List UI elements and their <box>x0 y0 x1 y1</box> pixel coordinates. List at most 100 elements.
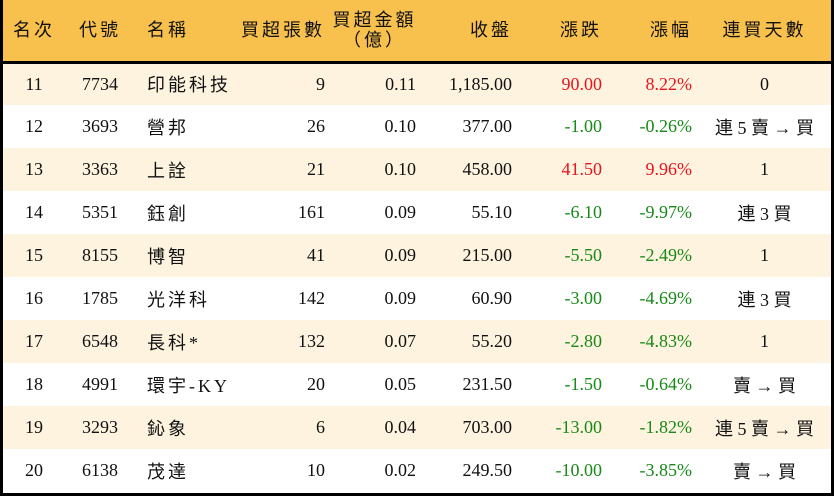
cell-code: 4991 <box>82 374 118 394</box>
cell-net-buy-lots: 41 <box>307 245 325 265</box>
cell-code: 3293 <box>82 417 118 437</box>
cell-code: 7734 <box>82 73 118 94</box>
header-consecutive-buy-days: 連買天數 <box>722 20 807 41</box>
cell-rank: 14 <box>25 202 43 222</box>
table-row: 11 7734 印能科技 9 0.11 1,185.00 90.00 8.22%… <box>3 62 831 105</box>
cell-rank: 17 <box>25 331 43 351</box>
table-row: 14 5351 鈺創 161 0.09 55.10 -6.10 -9.97% 連… <box>3 191 831 234</box>
cell-net-buy-lots: 132 <box>298 331 325 351</box>
cell-close: 55.20 <box>471 331 513 351</box>
cell-rank: 20 <box>25 460 43 480</box>
cell-rank: 16 <box>25 288 43 308</box>
cell-change-pct: -0.26% <box>639 116 693 136</box>
cell-net-buy-amount: 0.02 <box>384 460 417 480</box>
cell-net-buy-amount: 0.09 <box>384 245 417 265</box>
cell-change: 41.50 <box>561 159 603 179</box>
cell-consecutive-buy-days: 0 <box>760 73 769 94</box>
header-code: 代號 <box>79 20 121 41</box>
cell-name: 鈺創 <box>147 203 189 224</box>
cell-rank: 11 <box>25 73 43 94</box>
header-rank: 名次 <box>13 20 55 41</box>
cell-change: -1.50 <box>564 374 603 394</box>
table-row: 19 3293 鈊象 6 0.04 703.00 -13.00 -1.82% 連… <box>3 406 831 449</box>
cell-net-buy-amount: 0.05 <box>384 374 417 394</box>
table-row: 13 3363 上詮 21 0.10 458.00 41.50 9.96% 1 <box>3 148 831 191</box>
cell-name: 上詮 <box>147 160 189 181</box>
cell-net-buy-amount: 0.04 <box>384 417 417 437</box>
cell-close: 249.50 <box>462 460 513 480</box>
table-header-row: 名次 代號 名稱 買超張數 買超金額 （億） 收盤 漲跌 漲幅 連買天數 <box>3 0 831 62</box>
cell-change-pct: -4.69% <box>639 288 693 308</box>
cell-consecutive-buy-days: 賣 → 買 <box>733 375 796 396</box>
cell-net-buy-lots: 26 <box>307 116 325 136</box>
cell-change-pct: 9.96% <box>645 159 693 179</box>
cell-name: 環宇-KY <box>147 375 230 396</box>
cell-net-buy-lots: 6 <box>316 417 325 437</box>
net-buy-ranking-table: 名次 代號 名稱 買超張數 買超金額 （億） 收盤 漲跌 漲幅 連買天數 11 … <box>3 0 831 492</box>
cell-consecutive-buy-days: 連 3 買 <box>737 203 792 224</box>
table-row: 17 6548 長科* 132 0.07 55.20 -2.80 -4.83% … <box>3 320 831 363</box>
cell-name: 鈊象 <box>147 418 189 439</box>
cell-change: -5.50 <box>564 245 603 265</box>
cell-change: -13.00 <box>555 417 603 437</box>
cell-close: 55.10 <box>471 202 513 222</box>
cell-net-buy-amount: 0.11 <box>385 73 416 94</box>
table-row: 12 3693 營邦 26 0.10 377.00 -1.00 -0.26% 連… <box>3 105 831 148</box>
table-row: 15 8155 博智 41 0.09 215.00 -5.50 -2.49% 1 <box>3 234 831 277</box>
cell-close: 215.00 <box>462 245 513 265</box>
cell-rank: 15 <box>25 245 43 265</box>
cell-change-pct: -0.64% <box>639 374 693 394</box>
cell-net-buy-lots: 142 <box>298 288 325 308</box>
cell-rank: 18 <box>25 374 43 394</box>
cell-code: 6138 <box>82 460 118 480</box>
cell-code: 3363 <box>82 159 118 179</box>
cell-change-pct: -1.82% <box>639 417 693 437</box>
cell-change-pct: -9.97% <box>639 202 693 222</box>
cell-change: -2.80 <box>564 331 603 351</box>
cell-net-buy-lots: 10 <box>307 460 325 480</box>
cell-net-buy-amount: 0.10 <box>384 159 417 179</box>
cell-change: -6.10 <box>564 202 603 222</box>
header-net-buy-amount-line2: （億） <box>343 30 406 51</box>
cell-rank: 13 <box>25 159 43 179</box>
cell-rank: 12 <box>25 116 43 136</box>
cell-net-buy-lots: 21 <box>307 159 325 179</box>
cell-code: 8155 <box>82 245 118 265</box>
cell-close: 60.90 <box>471 288 513 308</box>
cell-change-pct: -3.85% <box>639 460 693 480</box>
cell-name: 博智 <box>147 246 189 267</box>
cell-name: 印能科技 <box>147 75 231 96</box>
cell-consecutive-buy-days: 賣 → 買 <box>733 461 796 482</box>
cell-name: 光洋科 <box>147 289 210 310</box>
header-name: 名稱 <box>147 20 189 41</box>
cell-code: 6548 <box>82 331 118 351</box>
header-change: 漲跌 <box>560 20 602 41</box>
cell-net-buy-lots: 161 <box>298 202 325 222</box>
cell-change-pct: -2.49% <box>639 245 693 265</box>
cell-net-buy-amount: 0.09 <box>384 288 417 308</box>
cell-code: 1785 <box>82 288 118 308</box>
cell-consecutive-buy-days: 連 3 買 <box>737 289 792 310</box>
cell-consecutive-buy-days: 連 5 賣 → 買 <box>715 117 814 138</box>
cell-change: -10.00 <box>555 460 603 480</box>
cell-name: 茂達 <box>147 461 189 482</box>
cell-code: 5351 <box>82 202 118 222</box>
cell-net-buy-amount: 0.10 <box>384 116 417 136</box>
cell-net-buy-amount: 0.09 <box>384 202 417 222</box>
cell-consecutive-buy-days: 1 <box>760 331 769 351</box>
cell-consecutive-buy-days: 連 5 賣 → 買 <box>715 418 814 439</box>
cell-change: 90.00 <box>561 73 603 94</box>
cell-consecutive-buy-days: 1 <box>760 245 769 265</box>
header-close: 收盤 <box>470 20 512 41</box>
header-net-buy-amount: 買超金額 （億） <box>327 0 422 62</box>
cell-net-buy-lots: 9 <box>316 73 325 94</box>
table-row: 20 6138 茂達 10 0.02 249.50 -10.00 -3.85% … <box>3 449 831 492</box>
cell-close: 1,185.00 <box>449 73 512 94</box>
table-row: 18 4991 環宇-KY 20 0.05 231.50 -1.50 -0.64… <box>3 363 831 406</box>
cell-close: 377.00 <box>462 116 513 136</box>
header-change-pct: 漲幅 <box>650 20 692 41</box>
cell-close: 231.50 <box>462 374 513 394</box>
cell-consecutive-buy-days: 1 <box>760 159 769 179</box>
cell-name: 營邦 <box>147 117 189 138</box>
